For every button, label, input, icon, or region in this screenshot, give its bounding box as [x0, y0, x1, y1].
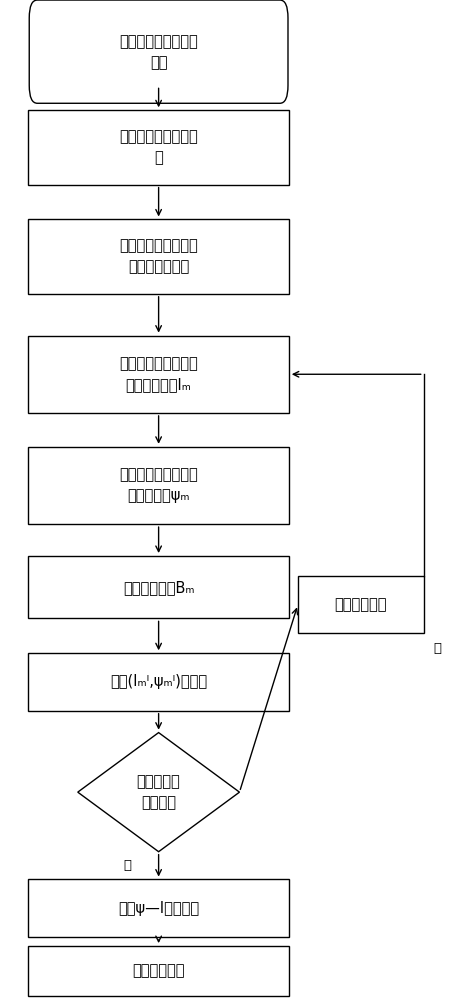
Text: 是: 是: [123, 859, 131, 872]
Text: 计算动态电感: 计算动态电感: [132, 963, 184, 978]
Bar: [28, 653, 288, 711]
Polygon shape: [78, 733, 239, 852]
Text: 增大输出电压: 增大输出电压: [334, 597, 386, 612]
Text: 鐵芯是否已
进入饱和: 鐵芯是否已 进入饱和: [137, 774, 180, 810]
Text: 否: 否: [432, 642, 440, 655]
Bar: [28, 879, 288, 937]
FancyBboxPatch shape: [29, 0, 287, 103]
Bar: [297, 576, 423, 633]
Bar: [28, 336, 288, 413]
Bar: [28, 110, 288, 185]
Bar: [28, 219, 288, 294]
Text: 计算磁通密度Bₘ: 计算磁通密度Bₘ: [123, 580, 194, 595]
Text: 记录(Iₘᴵ,ψₘᴵ)映射对: 记录(Iₘᴵ,ψₘᴵ)映射对: [110, 674, 207, 689]
Text: 对电压时域波形进行
积分，计算ψₘ: 对电压时域波形进行 积分，计算ψₘ: [119, 467, 198, 503]
Text: 搜建饱和电抗器测试
电路: 搜建饱和电抗器测试 电路: [119, 34, 198, 70]
Text: 建立ψ—I映射关系: 建立ψ—I映射关系: [118, 901, 199, 916]
Text: 施加低频正弦稳态激
励: 施加低频正弦稳态激 励: [119, 129, 198, 165]
Bar: [28, 556, 288, 618]
Bar: [28, 447, 288, 524]
Text: 调整输出电压，使得
电流峰値尽量小: 调整输出电压，使得 电流峰値尽量小: [119, 239, 198, 275]
Text: 记录电压、电流时域
波形，并计算Iₘ: 记录电压、电流时域 波形，并计算Iₘ: [119, 356, 198, 392]
Bar: [28, 946, 288, 996]
